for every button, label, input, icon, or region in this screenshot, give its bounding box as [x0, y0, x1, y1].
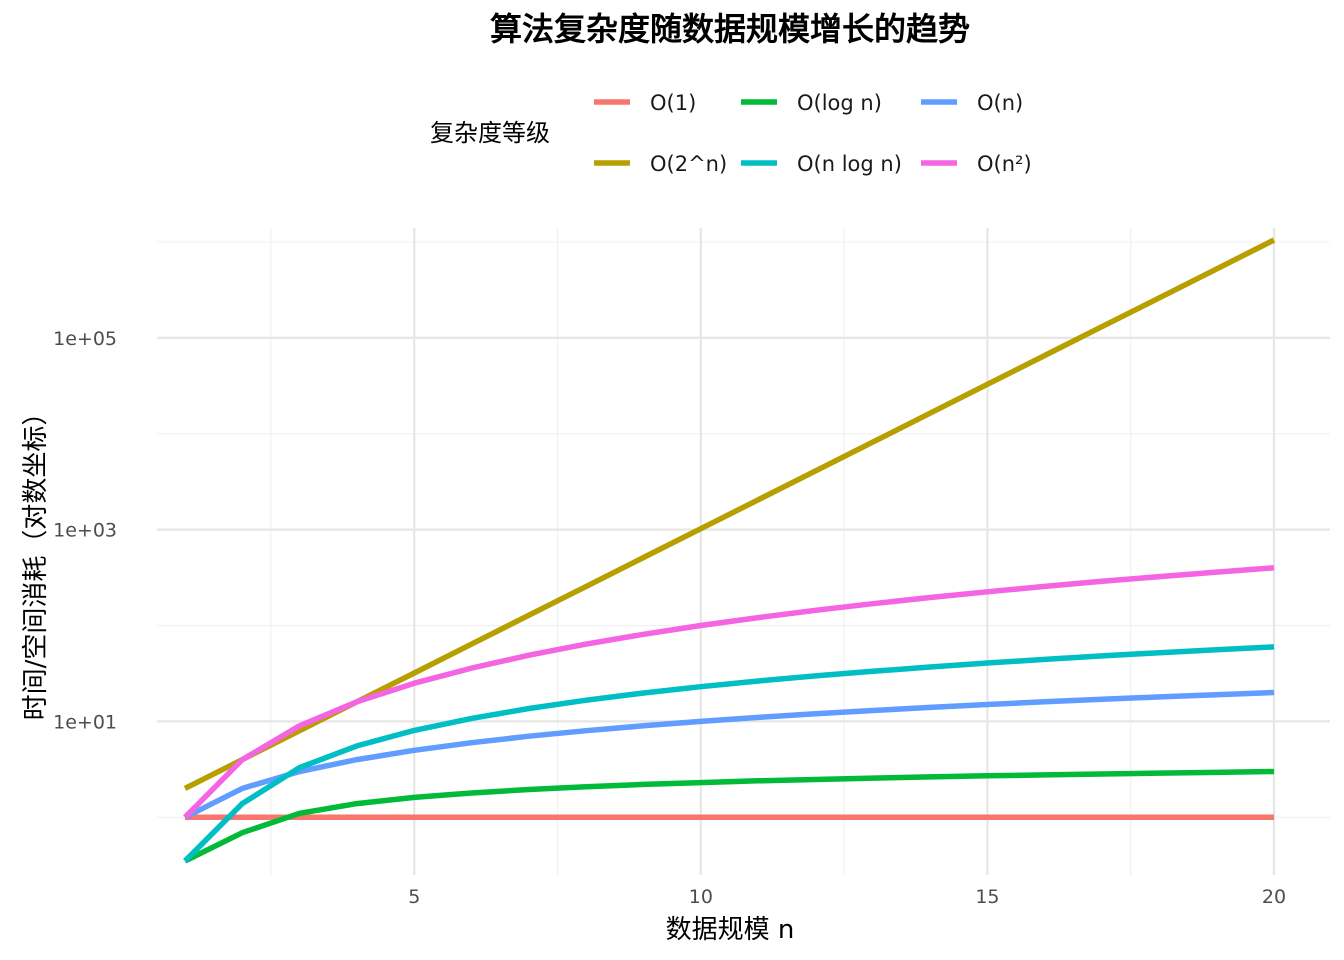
legend-label: O(n log n): [797, 152, 902, 176]
legend-title: 复杂度等级: [430, 119, 550, 147]
legend-label: O(n²): [977, 152, 1032, 176]
series-line: [183, 768, 1275, 864]
series-line: [183, 565, 1275, 820]
y-axis-title: 时间/空间消耗（对数坐标）: [21, 400, 51, 721]
y-tick-label: 1e+03: [53, 520, 117, 542]
series-line: [183, 689, 1275, 820]
y-tick-label: 1e+05: [53, 328, 117, 350]
legend-items: O(1) O(log n) O(n) O(2^n) O(n log n) O(n²): [594, 91, 1032, 176]
grid: [157, 228, 1330, 875]
x-tick-label: 5: [408, 886, 420, 908]
x-tick-label: 20: [1262, 886, 1286, 908]
legend-label: O(2^n): [650, 152, 727, 176]
legend-label: O(log n): [797, 91, 882, 115]
x-axis-ticks: 5 10 15 20: [408, 886, 1286, 908]
legend-label: O(n): [977, 91, 1023, 115]
series-group: [183, 237, 1276, 864]
series-line: [183, 644, 1275, 863]
legend-label: O(1): [650, 91, 696, 115]
chart-title: 算法复杂度随数据规模增长的趋势: [490, 10, 970, 48]
legend: 复杂度等级 O(1) O(log n) O(n)O(2^n) O(n log n) O(…: [430, 91, 1032, 176]
y-tick-label: 1e+01: [53, 711, 117, 733]
x-tick-label: 15: [975, 886, 999, 908]
plot-area: [157, 228, 1330, 875]
x-axis-title: 数据规模 n: [666, 915, 795, 945]
x-tick-label: 10: [689, 886, 713, 908]
y-axis-ticks: 1e+01 1e+03 1e+05: [53, 328, 117, 734]
